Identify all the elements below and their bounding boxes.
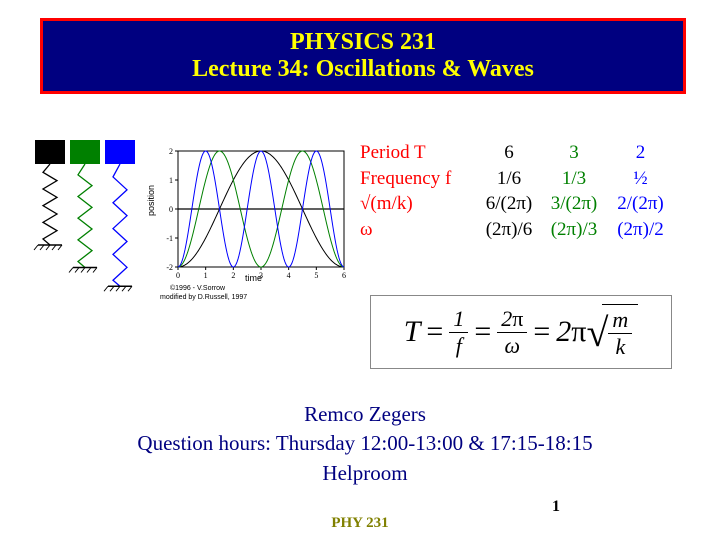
svg-text:2: 2 <box>231 271 235 280</box>
instructor-block: Remco Zegers Question hours: Thursday 12… <box>100 400 630 488</box>
svg-text:4: 4 <box>287 271 291 280</box>
svg-text:0: 0 <box>176 271 180 280</box>
period-formula: T = 1f = 2πω = 2π √mk <box>370 295 672 369</box>
springs-diagram <box>30 140 140 300</box>
chart-credit-2: modified by D.Russell, 1997 <box>160 294 247 301</box>
values-table: Period T632Frequency f1/61/3½√(m/k)6/(2π… <box>360 140 700 243</box>
svg-text:1: 1 <box>169 176 173 185</box>
svg-text:2: 2 <box>169 147 173 156</box>
svg-text:6: 6 <box>342 271 346 280</box>
svg-text:1: 1 <box>204 271 208 280</box>
lecture-title: Lecture 34: Oscillations & Waves <box>43 56 683 83</box>
instructor-name: Remco Zegers <box>100 400 630 429</box>
svg-text:-2: -2 <box>166 263 173 272</box>
table-row: Period T632 <box>360 140 700 166</box>
svg-text:5: 5 <box>314 271 318 280</box>
chart-credit-1: ©1996 - V.Sorrow <box>170 285 225 292</box>
table-row: ω(2π)/6(2π)/3(2π)/2 <box>360 217 700 243</box>
table-row: √(m/k)6/(2π)3/(2π)2/(2π) <box>360 191 700 217</box>
y-axis-label: position <box>146 185 156 216</box>
table-row: Frequency f1/61/3½ <box>360 166 700 192</box>
title-box: PHYSICS 231 Lecture 34: Oscillations & W… <box>40 18 686 94</box>
footer-course: PHY 231 <box>0 515 720 532</box>
page-number: 1 <box>552 498 560 516</box>
course-code: PHYSICS 231 <box>43 29 683 56</box>
svg-text:-1: -1 <box>166 234 173 243</box>
position-time-chart: -2-10120123456 position time ©1996 - V.S… <box>150 145 350 310</box>
svg-text:0: 0 <box>169 205 173 214</box>
x-axis-label: time <box>245 273 262 283</box>
question-hours: Question hours: Thursday 12:00-13:00 & 1… <box>100 429 630 458</box>
help-room: Helproom <box>100 459 630 488</box>
